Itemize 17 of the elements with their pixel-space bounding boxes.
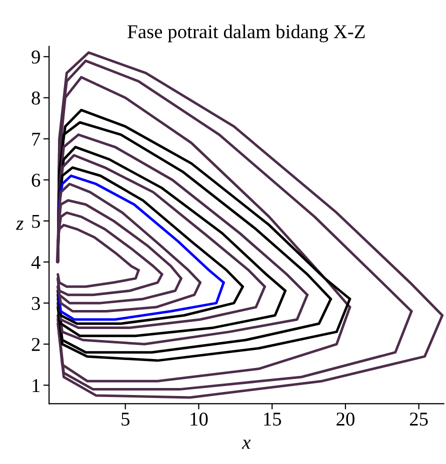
y-tick-label: 9 [32,50,40,64]
y-tick-label: 3 [32,296,40,310]
y-tick-label: 6 [32,174,40,187]
x-tick-label: 5 [122,412,130,426]
x-tick-label: 25 [410,412,428,426]
y-tick-label: 8 [32,92,40,105]
y-tick-label: 7 [32,132,40,146]
x-tick-label: 20 [336,412,354,426]
x-tick-label: 10 [190,412,208,426]
y-tick-label: 4 [31,256,40,269]
x-axis-title: x [242,440,251,449]
chart-title: Fase potrait dalam bidang X-Z [128,24,365,42]
y-axis-title: z [16,220,24,230]
y-tick-label: 2 [32,338,40,351]
y-tick-label: 1 [32,379,40,392]
x-tick-label: 15 [264,412,282,426]
y-tick-label: 5 [32,214,40,228]
